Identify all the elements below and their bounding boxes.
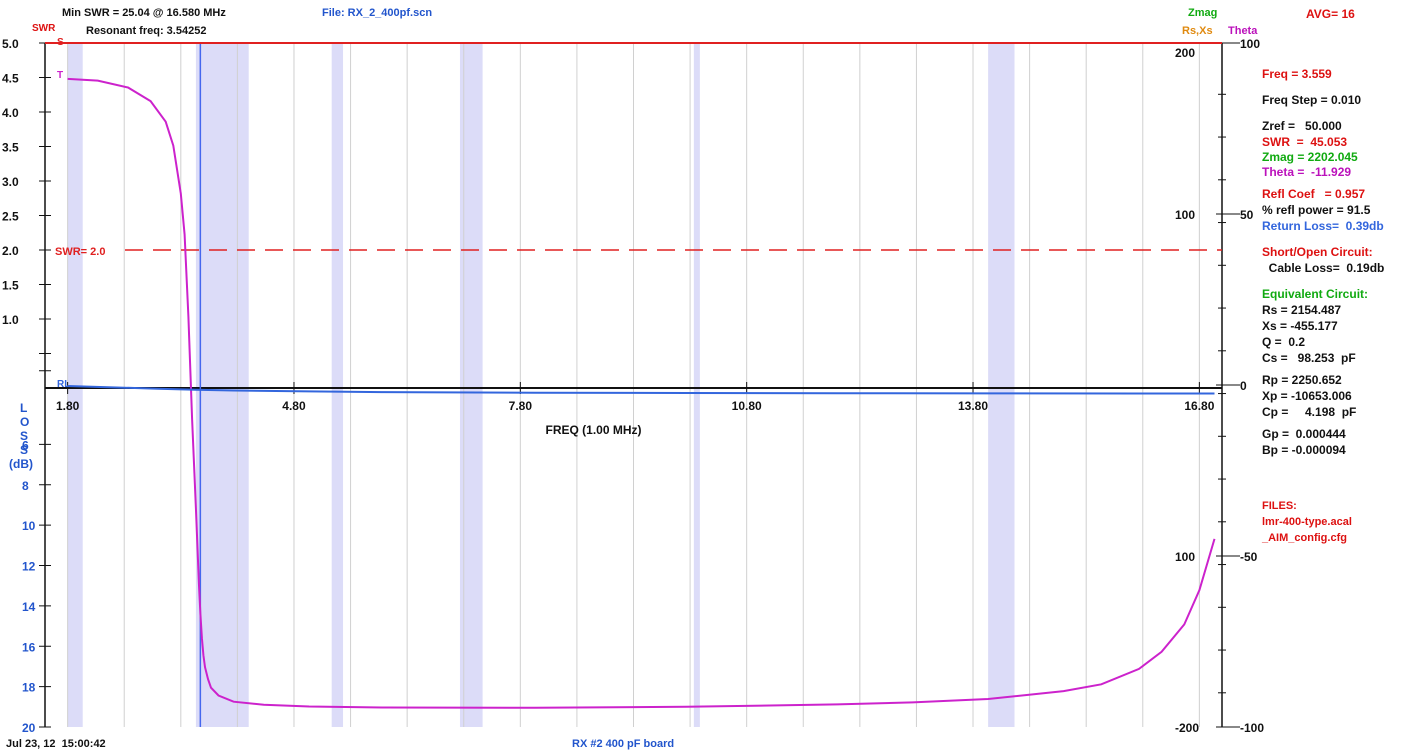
zmag-tick-label: 100 (1175, 550, 1195, 564)
xp-readout: Xp = -10653.006 (1262, 389, 1352, 403)
theta-legend: Theta (1228, 25, 1258, 37)
file-acal: lmr-400-type.acal (1262, 516, 1352, 528)
zmag-legend: Zmag (1188, 7, 1218, 19)
x-tick-label: 7.80 (509, 399, 533, 413)
ham-band (693, 43, 700, 727)
loss-axis-letter: S (20, 443, 28, 457)
x-tick-label: 1.80 (56, 399, 80, 413)
rsxs-legend: Rs,Xs (1182, 25, 1213, 37)
freq-step-readout: Freq Step = 0.010 (1262, 93, 1362, 107)
swr-tick-label: 1.0 (2, 313, 19, 327)
x-tick-label: 16.80 (1184, 399, 1214, 413)
gp-readout: Gp = 0.000444 (1262, 427, 1346, 441)
ham-band (988, 43, 1015, 727)
cs-readout: Cs = 98.253 pF (1262, 351, 1356, 365)
cp-readout: Cp = 4.198 pF (1262, 405, 1357, 419)
loss-axis-letter: S (20, 429, 28, 443)
swr-tick-label: 3.0 (2, 175, 19, 189)
x-tick-label: 10.80 (732, 399, 762, 413)
zmag-tick-label: -200 (1175, 721, 1199, 735)
return-loss-readout: Return Loss= 0.39db (1262, 219, 1384, 233)
series-return-loss (67, 385, 1215, 395)
readout-panel: Freq = 3.559 Freq Step = 0.010 Zref = 50… (1262, 66, 1422, 546)
axis-labels: 5.04.54.03.53.02.52.01.51.0LOSS(dB)68101… (2, 37, 1264, 735)
axes (39, 42, 1240, 728)
refl-power-readout: % refl power = 91.5 (1262, 203, 1371, 217)
cable-loss-readout: Cable Loss= 0.19db (1262, 261, 1385, 275)
loss-tick-label: 16 (22, 640, 36, 654)
loss-axis-letter: O (20, 415, 29, 429)
ham-band (331, 43, 344, 727)
loss-tick-label: 8 (22, 479, 29, 493)
x-axis-label: FREQ (1.00 MHz) (545, 423, 641, 437)
theta-tick-label: -100 (1240, 721, 1264, 735)
min-swr-text: Min SWR = 25.04 @ 16.580 MHz (62, 7, 226, 19)
theta-readout: Theta = -11.929 (1262, 165, 1352, 179)
equiv-circuit-label: Equivalent Circuit: (1262, 287, 1369, 301)
zmag-tick-label: 200 (1175, 46, 1195, 60)
chart-caption: RX #2 400 pF board (572, 738, 675, 750)
zmag-tick-label: 100 (1175, 208, 1195, 222)
theta-tick-label: -50 (1240, 550, 1258, 564)
rs-readout: Rs = 2154.487 (1262, 303, 1342, 317)
zref-readout: Zref = 50.000 (1262, 119, 1342, 133)
loss-tick-label: 10 (22, 519, 36, 533)
swr-tick-label: 3.5 (2, 141, 19, 155)
ham-band-shading (67, 43, 1015, 727)
files-label: FILES: (1262, 500, 1297, 512)
loss-tick-label: 14 (22, 600, 36, 614)
swr-tick-label: 5.0 (2, 37, 19, 51)
timestamp: Jul 23, 12 15:00:42 (6, 738, 106, 750)
ham-band (195, 43, 249, 727)
rl-marker: RL (57, 379, 70, 390)
resonant-freq-text: Resonant freq: 3.54252 (86, 25, 207, 37)
loss-tick-label: 20 (22, 721, 36, 735)
swr-tick-label: 2.0 (2, 244, 19, 258)
refl-coef-readout: Refl Coef = 0.957 (1262, 187, 1366, 201)
swr-tick-label: 4.0 (2, 106, 19, 120)
freq-readout: Freq = 3.559 (1262, 67, 1332, 81)
loss-tick-label: 12 (22, 560, 36, 574)
swr-threshold-label: SWR= 2.0 (55, 246, 105, 258)
swr-marker: S (57, 37, 64, 48)
loss-tick-label: 18 (22, 681, 36, 695)
swr-readout: SWR = 45.053 (1262, 135, 1348, 149)
avg-text: AVG= 16 (1306, 7, 1355, 21)
theta-tick-label: 0 (1240, 379, 1247, 393)
series-layer (45, 42, 1222, 727)
short-open-label: Short/Open Circuit: (1262, 245, 1373, 259)
theta-tick-label: 50 (1240, 208, 1254, 222)
bp-readout: Bp = -0.000094 (1262, 443, 1346, 457)
x-tick-label: 13.80 (958, 399, 988, 413)
ham-band (67, 43, 83, 727)
ham-band (459, 43, 483, 727)
xs-readout: Xs = -455.177 (1262, 319, 1338, 333)
series-theta (67, 77, 1216, 709)
loss-tick-label: 6 (22, 438, 29, 452)
file-name-text: File: RX_2_400pf.scn (322, 7, 433, 19)
grid-lines (67, 43, 1200, 727)
q-readout: Q = 0.2 (1262, 335, 1306, 349)
theta-marker: T (57, 70, 63, 81)
swr-tick-label: 1.5 (2, 279, 19, 293)
zmag-readout: Zmag = 2202.045 (1262, 150, 1358, 164)
theta-tick-label: 100 (1240, 37, 1260, 51)
loss-axis-letter: (dB) (9, 457, 33, 471)
loss-axis-letter: L (20, 401, 27, 415)
file-config: _AIM_config.cfg (1262, 532, 1347, 544)
x-tick-label: 4.80 (282, 399, 306, 413)
rp-readout: Rp = 2250.652 (1262, 373, 1342, 387)
swr-tick-label: 4.5 (2, 72, 19, 86)
swr-tick-label: 2.5 (2, 210, 19, 224)
swr-axis-label: SWR (32, 23, 56, 34)
